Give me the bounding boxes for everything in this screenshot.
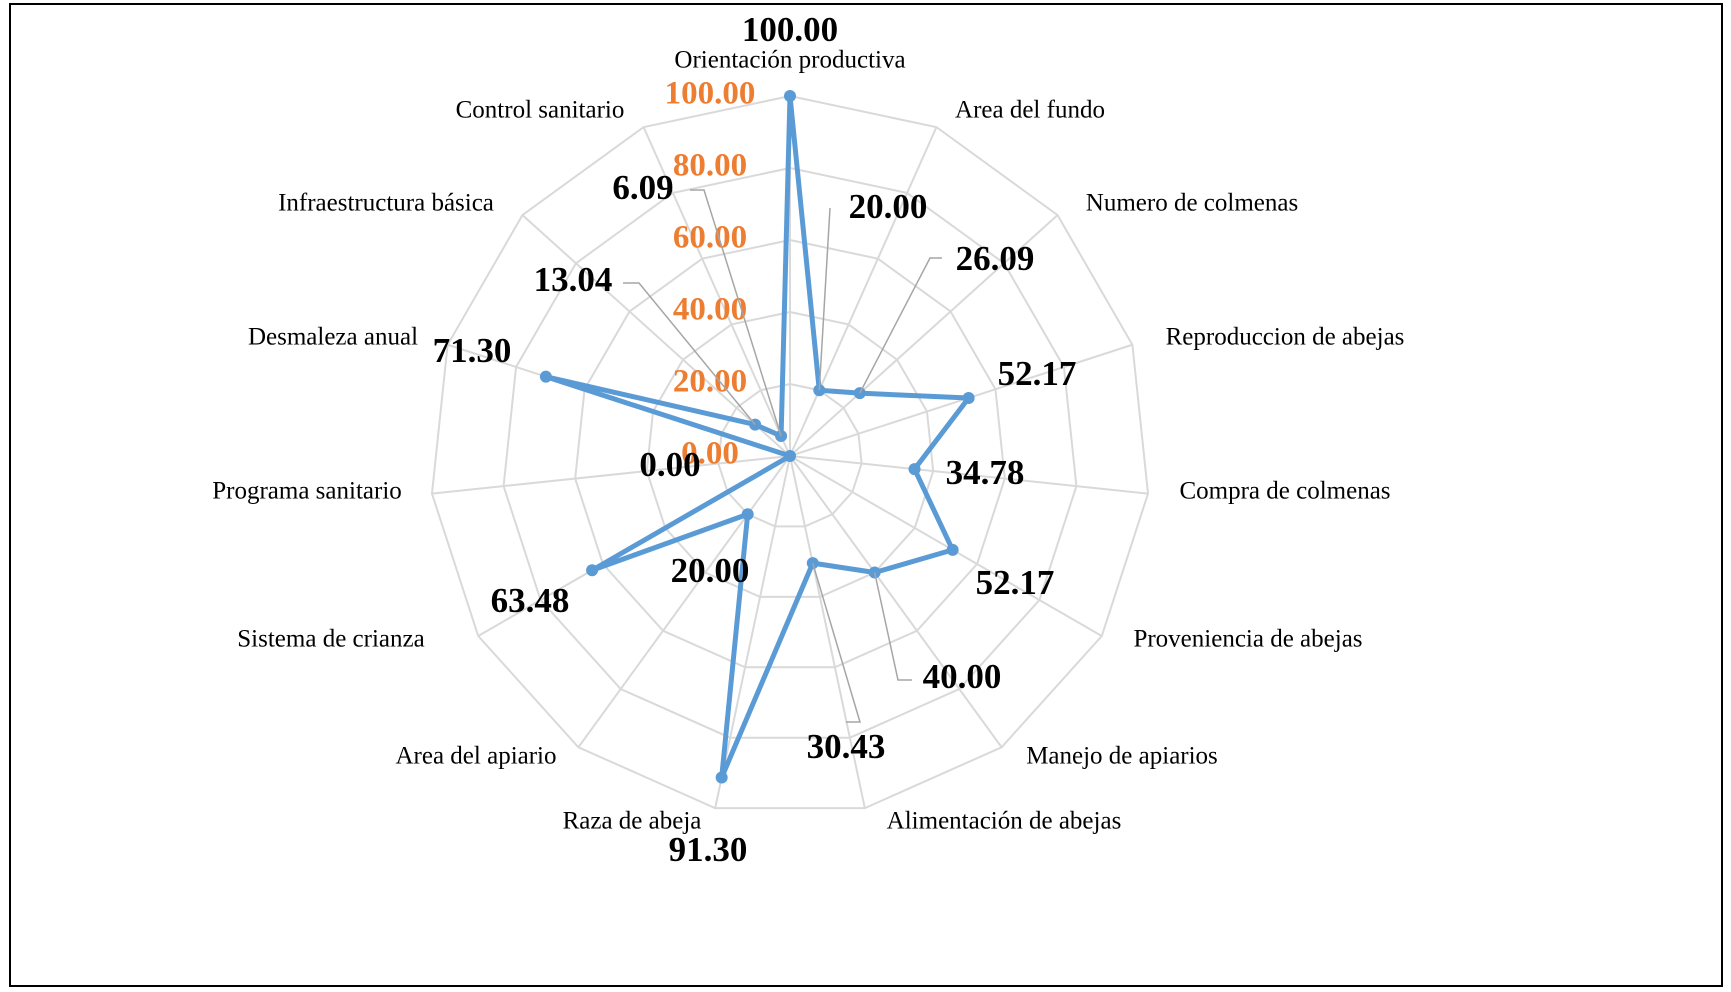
- spoke: [789, 343, 1133, 457]
- category-label: Infraestructura básica: [278, 190, 494, 217]
- leader-line: [873, 572, 912, 681]
- data-label: 52.17: [998, 354, 1077, 393]
- category-label: Area del fundo: [955, 97, 1105, 124]
- spoke: [714, 455, 791, 809]
- spoke: [789, 455, 1149, 495]
- category-label: Alimentación de abejas: [887, 808, 1122, 835]
- leader-line: [623, 282, 756, 426]
- data-point: [539, 370, 552, 383]
- y-tick-label: 40.00: [673, 292, 747, 328]
- data-point: [784, 90, 796, 102]
- data-point: [908, 463, 921, 476]
- category-label: Manejo de apiarios: [1026, 743, 1218, 770]
- grid-line: [574, 238, 1006, 669]
- data-label: 13.04: [534, 260, 613, 299]
- data-label: 30.43: [807, 727, 886, 766]
- y-tick-label: 0.00: [681, 436, 739, 472]
- data-label: 26.09: [956, 239, 1035, 278]
- data-point: [946, 543, 959, 556]
- spoke: [789, 455, 1103, 637]
- leader-line: [818, 207, 831, 391]
- data-label: 20.00: [671, 551, 750, 590]
- leader-line: [859, 257, 942, 394]
- data-point: [962, 391, 975, 404]
- data-label: 52.17: [976, 563, 1055, 602]
- data-point: [741, 508, 754, 521]
- data-label: 40.00: [923, 657, 1002, 696]
- marks: [539, 90, 975, 784]
- labels: Orientación productiva Area del fundo Nume…: [212, 10, 1404, 869]
- category-label: Control sanitario: [456, 97, 625, 124]
- data-label: 71.30: [433, 331, 512, 370]
- data-label: 63.48: [491, 581, 570, 620]
- spoke: [789, 455, 1003, 748]
- data-label: 100.00: [742, 10, 838, 49]
- y-tick-label: 80.00: [673, 148, 747, 184]
- category-label: Sistema de crianza: [237, 626, 424, 653]
- grid-line: [645, 310, 935, 598]
- frame: [9, 3, 1723, 987]
- category-label: Compra de colmenas: [1179, 478, 1390, 505]
- data-label: 6.09: [612, 168, 673, 207]
- data-point: [715, 771, 728, 784]
- spoke: [789, 455, 866, 809]
- category-label: Programa sanitario: [212, 478, 402, 505]
- grid-line: [430, 94, 1150, 810]
- data-point: [784, 450, 796, 462]
- y-tick-label: 60.00: [673, 220, 747, 256]
- leader-line: [690, 189, 782, 437]
- data-label: 20.00: [849, 187, 928, 226]
- data-point: [586, 564, 599, 577]
- y-tick-label: 100.00: [665, 76, 756, 112]
- grid-line: [502, 166, 1078, 739]
- category-label: Numero de colmenas: [1086, 190, 1298, 217]
- data-label: 34.78: [946, 453, 1025, 492]
- data-label: 91.30: [669, 830, 748, 869]
- leader-line: [812, 562, 862, 723]
- category-label: Reproduccion de abejas: [1166, 324, 1405, 351]
- category-label: Orientación productiva: [674, 47, 905, 74]
- grid: [430, 94, 1150, 810]
- spoke: [789, 214, 1059, 457]
- spoke: [577, 455, 791, 748]
- spoke: [521, 214, 791, 457]
- spoke: [789, 126, 938, 457]
- category-label: Desmaleza anual: [248, 324, 418, 351]
- spoke: [642, 126, 791, 457]
- data-label: 0.00: [639, 445, 700, 484]
- series-line: [543, 93, 972, 780]
- category-label: Raza de abeja: [563, 808, 702, 835]
- spoke: [431, 455, 791, 495]
- category-label: Proveniencia de abejas: [1133, 626, 1362, 653]
- category-label: Area del apiario: [395, 743, 556, 770]
